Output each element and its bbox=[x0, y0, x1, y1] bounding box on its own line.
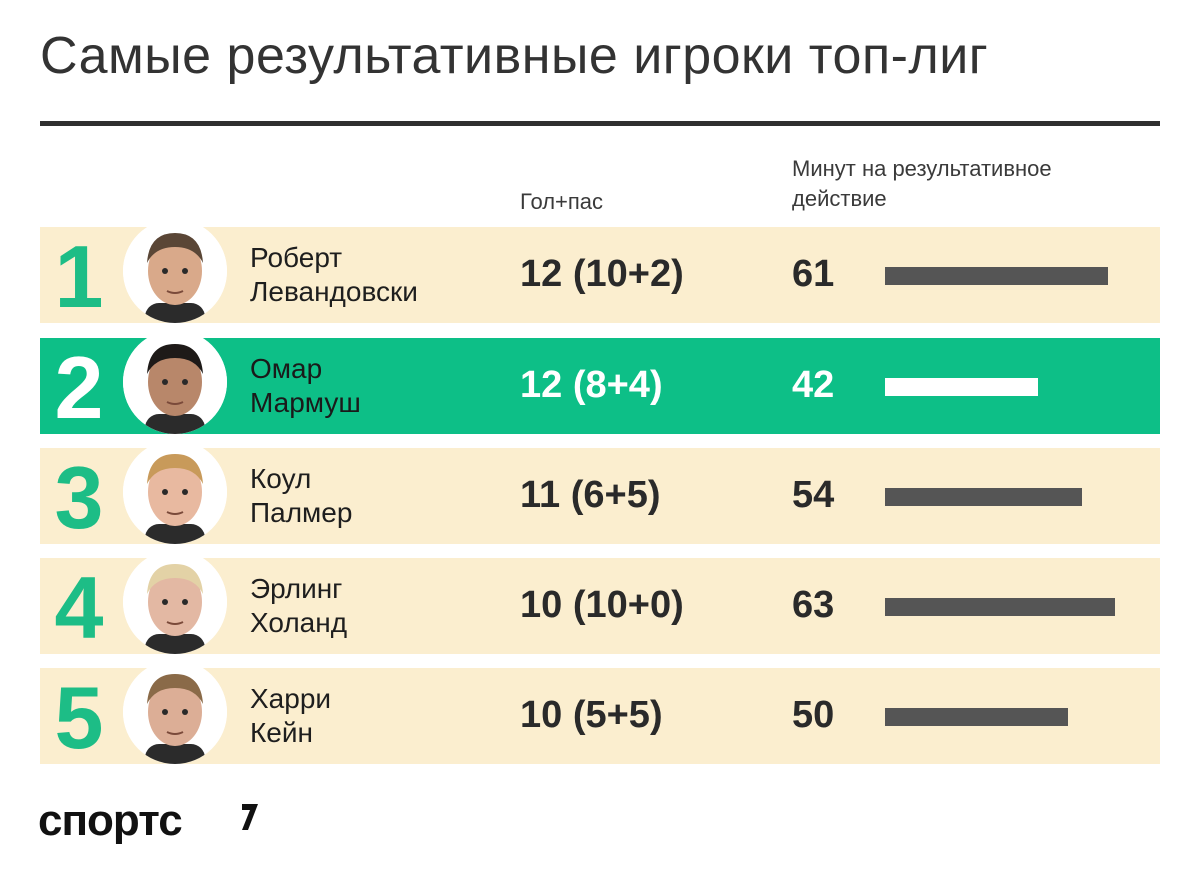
minutes-value: 54 bbox=[792, 474, 835, 516]
player-photo-icon bbox=[123, 330, 227, 434]
rank-number: 4 bbox=[54, 558, 104, 657]
player-photo-icon bbox=[123, 440, 227, 544]
goals-assists-value: 10 (10+0) bbox=[520, 584, 684, 626]
goals-assists-value: 10 (5+5) bbox=[520, 694, 663, 736]
minutes-bar bbox=[885, 598, 1115, 616]
rank-number: 2 bbox=[54, 338, 104, 437]
player-name: Омар Мармуш bbox=[250, 352, 361, 420]
goals-assists-header: Гол+пас bbox=[520, 189, 604, 214]
player-avatar bbox=[123, 330, 227, 434]
minutes-bar bbox=[885, 708, 1068, 726]
player-photo-icon bbox=[123, 550, 227, 654]
player-avatar bbox=[123, 550, 227, 654]
goals-assists-value: 12 (8+4) bbox=[520, 364, 663, 406]
table-row: 5 Харри Кейн 10 (5+5) 50 bbox=[40, 660, 1160, 767]
minutes-bar bbox=[885, 378, 1038, 396]
minutes-value: 63 bbox=[792, 584, 835, 626]
player-last-name: Палмер bbox=[250, 497, 353, 528]
player-last-name: Кейн bbox=[250, 717, 313, 748]
minutes-bar bbox=[885, 267, 1108, 285]
player-name: Харри Кейн bbox=[250, 682, 331, 750]
player-avatar bbox=[123, 440, 227, 544]
table-row: 1 Роберт Левандовски 12 (10+2) 61 bbox=[40, 219, 1160, 326]
table-row: 4 Эрлинг Холанд 10 (10+0) 63 bbox=[40, 550, 1160, 657]
player-name: Эрлинг Холанд bbox=[250, 572, 347, 640]
player-first-name: Роберт bbox=[250, 242, 343, 273]
player-avatar bbox=[123, 660, 227, 764]
rank-number: 5 bbox=[54, 668, 104, 767]
logo-mark-icon bbox=[242, 804, 258, 830]
player-photo-icon bbox=[123, 660, 227, 764]
minutes-value: 61 bbox=[792, 253, 835, 295]
sports-logo: спортс bbox=[38, 796, 183, 845]
minutes-bar bbox=[885, 488, 1082, 506]
player-first-name: Коул bbox=[250, 463, 312, 494]
player-avatar bbox=[123, 219, 227, 323]
player-first-name: Харри bbox=[250, 683, 332, 714]
rank-number: 3 bbox=[54, 448, 104, 547]
minutes-value: 50 bbox=[792, 694, 835, 736]
rank-number: 1 bbox=[54, 227, 104, 326]
player-name: Роберт Левандовски bbox=[250, 241, 418, 309]
minutes-value: 42 bbox=[792, 364, 835, 406]
player-last-name: Холанд bbox=[250, 607, 348, 638]
goals-assists-value: 11 (6+5) bbox=[520, 474, 661, 516]
player-last-name: Левандовски bbox=[250, 276, 418, 307]
goals-assists-value: 12 (10+2) bbox=[520, 253, 684, 295]
table-row: 3 Коул Палмер 11 (6+5) 54 bbox=[40, 440, 1160, 547]
player-last-name: Мармуш bbox=[250, 387, 361, 418]
table-row: 2 Омар Мармуш 12 (8+4) 42 bbox=[40, 330, 1160, 437]
player-first-name: Эрлинг bbox=[250, 573, 343, 604]
player-photo-icon bbox=[123, 219, 227, 323]
player-name: Коул Палмер bbox=[250, 462, 352, 530]
minutes-header: Минут на результативное действие bbox=[792, 156, 1052, 211]
player-first-name: Омар bbox=[250, 353, 323, 384]
title-divider bbox=[40, 121, 1160, 126]
page-title: Самые результативные игроки топ-лиг bbox=[40, 27, 989, 85]
